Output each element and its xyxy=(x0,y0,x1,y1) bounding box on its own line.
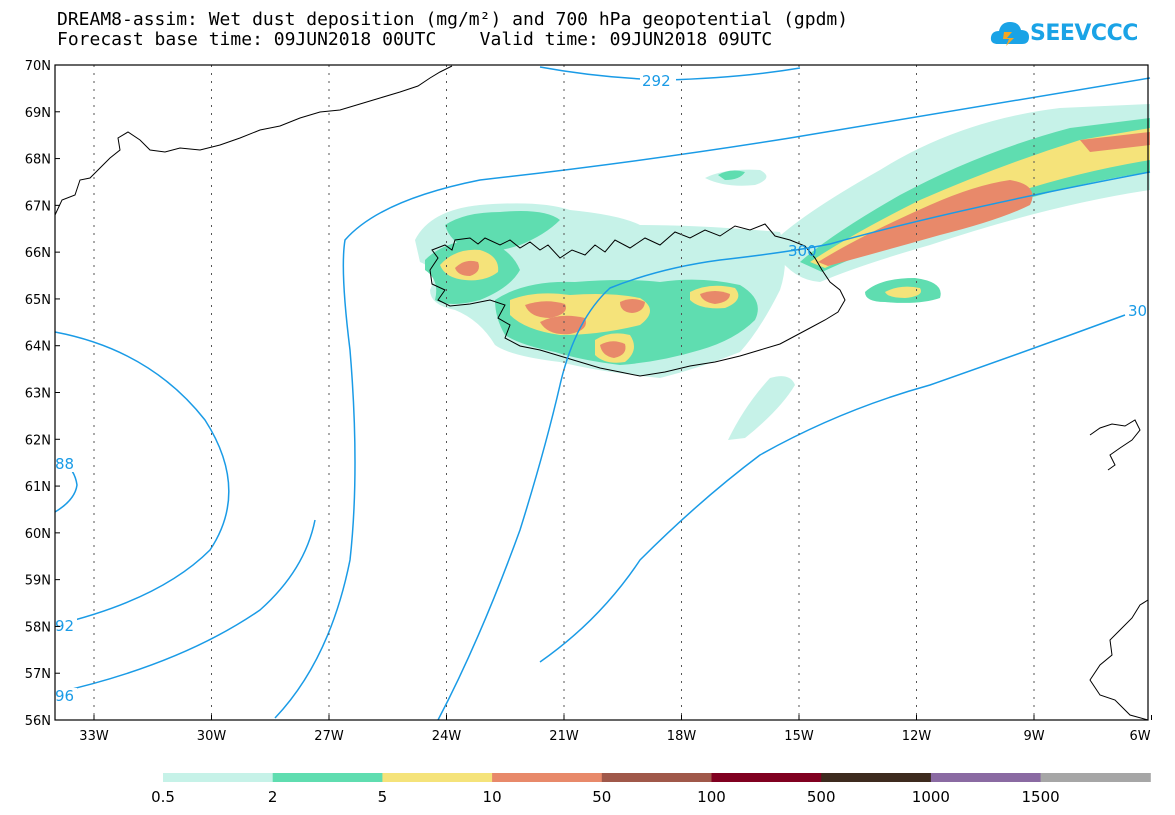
legend-swatch xyxy=(711,773,822,782)
lon-label: 27W xyxy=(314,729,344,744)
lon-label: 6W xyxy=(1129,729,1150,744)
cloud-icon xyxy=(990,22,1029,46)
lat-label: 67N xyxy=(25,199,51,214)
lat-label: 69N xyxy=(25,106,51,121)
legend-label: 2 xyxy=(267,788,278,806)
contour-304 xyxy=(539,314,1126,663)
coastline-iceland xyxy=(429,223,846,377)
contour-label-30: 30 xyxy=(1128,302,1147,320)
lon-label: 9W xyxy=(1023,729,1044,744)
lat-label: 60N xyxy=(25,527,51,542)
dust-area-iceland-orange-4 xyxy=(600,341,626,358)
lat-label: 65N xyxy=(25,293,51,308)
logo-text: SEEVCCC xyxy=(1030,21,1138,46)
dust-area-iceland-orange-6 xyxy=(620,299,645,313)
legend-swatch xyxy=(272,773,383,782)
dust-area-iceland-orange-5 xyxy=(700,291,730,304)
legend-label: 100 xyxy=(697,788,726,806)
lat-label: 58N xyxy=(25,620,51,635)
dust-area-orange xyxy=(818,180,1033,266)
lat-label: 68N xyxy=(25,153,51,168)
legend-swatch xyxy=(930,773,1042,782)
map-title: DREAM8-assim: Wet dust deposition (mg/m²… xyxy=(57,9,849,30)
legend-label: 1500 xyxy=(1021,788,1060,806)
lat-label: 66N xyxy=(25,246,51,261)
contour-296 xyxy=(274,77,1151,719)
legend-label: 50 xyxy=(592,788,612,806)
geopotential-contours xyxy=(54,66,1151,721)
dust-patch-north-green xyxy=(718,170,745,180)
dust-area-iceland-orange-2 xyxy=(525,301,566,318)
graticule xyxy=(93,65,1035,720)
lon-label: 21W xyxy=(549,729,579,744)
lon-label: 30W xyxy=(197,729,227,744)
latitude-labels: 56N 57N 58N 59N 60N 61N 62N 63N 64N 65N 66N 67N 68N 6… xyxy=(25,59,60,729)
lat-label: 59N xyxy=(25,574,51,589)
legend-swatch xyxy=(1040,773,1151,782)
dust-patch-south xyxy=(728,376,795,440)
coastlines xyxy=(54,65,1149,721)
coastline-greenland-east xyxy=(54,65,453,216)
lat-label: 57N xyxy=(25,667,51,682)
legend-swatch xyxy=(163,773,274,782)
lat-label: 62N xyxy=(25,433,51,448)
seevccc-logo: SEEVCCC xyxy=(990,18,1165,58)
legend-swatch xyxy=(492,773,603,782)
contour-label-92: 92 xyxy=(55,617,74,635)
coastline-scotland xyxy=(1089,599,1149,721)
dust-deposition-shading xyxy=(415,104,1150,440)
lon-label: 18W xyxy=(667,729,697,744)
lon-label: 15W xyxy=(784,729,814,744)
legend-swatch xyxy=(821,773,932,782)
legend-label: 10 xyxy=(482,788,502,806)
dust-area-iceland-orange-1 xyxy=(455,260,479,276)
contour-label-292: 292 xyxy=(642,72,671,90)
contour-300 xyxy=(437,171,1151,721)
lon-label: 12W xyxy=(902,729,932,744)
legend-swatch xyxy=(382,773,493,782)
coastline-faroe xyxy=(1089,419,1141,471)
legend-label: 1000 xyxy=(911,788,950,806)
legend-label: 5 xyxy=(377,788,388,806)
lat-label: 63N xyxy=(25,387,51,402)
lon-label: 33W xyxy=(79,729,109,744)
lat-label: 61N xyxy=(25,480,51,495)
contour-labels: 292 300 30 88 92 96 xyxy=(55,72,1152,705)
legend-swatch xyxy=(601,773,712,782)
dust-patch-east-yellow xyxy=(885,286,921,298)
legend-label: 0.5 xyxy=(151,788,175,806)
lat-label: 56N xyxy=(25,714,51,729)
contour-label-88: 88 xyxy=(55,455,74,473)
lat-label: 70N xyxy=(25,59,51,74)
map-subtitle: Forecast base time: 09JUN2018 00UTC Vali… xyxy=(57,29,773,50)
contour-296-sw xyxy=(54,519,316,694)
color-legend xyxy=(163,773,1151,782)
dust-area-orange-ne xyxy=(1080,132,1150,152)
lat-label: 64N xyxy=(25,340,51,355)
contour-label-300: 300 xyxy=(788,242,817,260)
dust-area-iceland-orange-3 xyxy=(540,315,586,335)
contour-292 xyxy=(54,331,230,626)
longitude-labels: 33W 30W 27W 24W 21W 18W 15W 12W 9W 6W xyxy=(79,715,1152,744)
contour-label-96: 96 xyxy=(55,687,74,705)
legend-label: 500 xyxy=(806,788,836,806)
lon-label: 24W xyxy=(432,729,462,744)
